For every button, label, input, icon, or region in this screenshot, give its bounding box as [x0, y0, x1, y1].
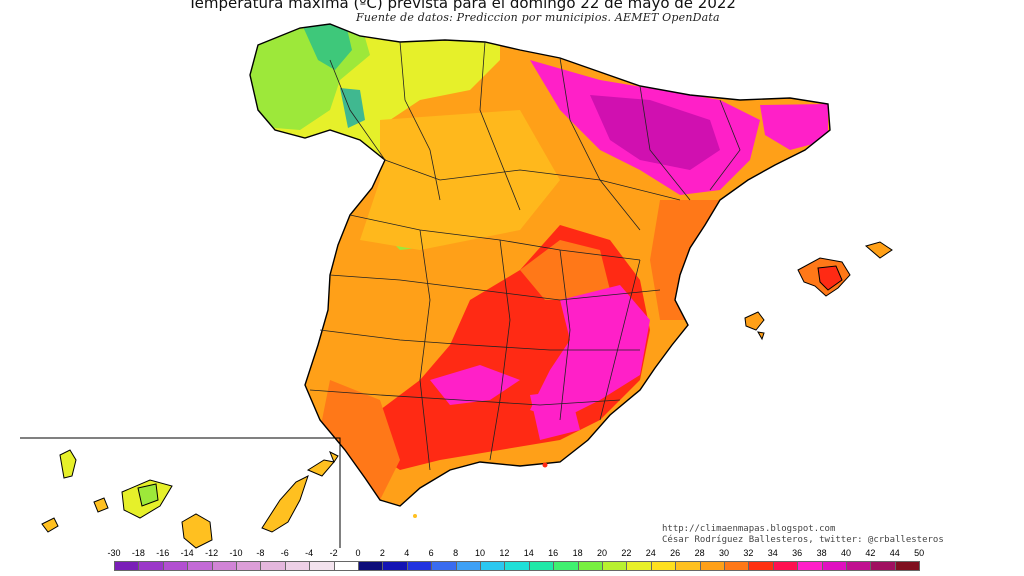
- legend-label: 2: [379, 548, 385, 558]
- legend-label: 8: [453, 548, 459, 558]
- legend-swatch: [138, 561, 164, 571]
- legend-swatch: [114, 561, 140, 571]
- temperature-legend: -30 -18 -16 -14 -12 -10 -8 -6 -4 -2 0 2 4 6 8 10 12 14 16 1…: [104, 548, 924, 576]
- legend-swatch: [748, 561, 774, 571]
- legend-label: 16: [548, 548, 559, 558]
- legend-swatch: [699, 561, 725, 571]
- legend-label: 42: [865, 548, 876, 558]
- legend-label: -8: [256, 548, 265, 558]
- legend-swatch: [236, 561, 262, 571]
- legend-swatch: [284, 561, 311, 571]
- legend-swatch: [455, 561, 481, 571]
- credits: http://climaenmapas.blogspot.com César R…: [662, 524, 944, 546]
- credits-author: César Rodríguez Ballesteros, twitter: @c…: [662, 535, 944, 545]
- legend-label: 14: [523, 548, 534, 558]
- legend-swatch: [382, 561, 408, 571]
- legend-label: -10: [229, 548, 243, 558]
- legend-swatch: [504, 561, 530, 571]
- canary-islands: [41, 449, 339, 549]
- legend-label: -6: [280, 548, 289, 558]
- legend-swatch: [797, 561, 823, 571]
- legend-swatch: [577, 561, 603, 571]
- legend-swatch: [211, 561, 237, 571]
- legend-label: -12: [205, 548, 219, 558]
- map-title: Temperatura máxima (ºC) prevista para el…: [188, 0, 736, 12]
- legend-label: -16: [156, 548, 170, 558]
- legend-label: 4: [404, 548, 410, 558]
- balearic-islands: [744, 241, 893, 341]
- legend-label: -30: [107, 548, 121, 558]
- legend-swatch: [309, 561, 335, 571]
- legend-label: 34: [767, 548, 778, 558]
- legend-swatch: [406, 561, 433, 571]
- alboran-dot: [542, 462, 548, 468]
- legend-swatch: [480, 561, 506, 571]
- legend-label: -14: [180, 548, 194, 558]
- legend-label: 6: [428, 548, 434, 558]
- legend-swatch: [187, 561, 213, 571]
- legend-swatch: [724, 561, 750, 571]
- map-subtitle: Fuente de datos: Prediccion por municipi…: [356, 11, 720, 24]
- legend-swatch: [846, 561, 872, 571]
- legend-label: 22: [621, 548, 632, 558]
- legend-label: -4: [305, 548, 314, 558]
- legend-label: 24: [645, 548, 656, 558]
- credits-url: http://climaenmapas.blogspot.com: [662, 524, 836, 534]
- legend-swatch: [626, 561, 652, 571]
- legend-label: 44: [889, 548, 900, 558]
- legend-label: 36: [792, 548, 803, 558]
- legend-label: 0: [355, 548, 361, 558]
- legend-label: 30: [718, 548, 730, 558]
- legend-label: 38: [816, 548, 827, 558]
- legend-swatch: [162, 561, 189, 571]
- legend-label: 12: [499, 548, 510, 558]
- legend-swatch: [553, 561, 579, 571]
- legend-swatch: [431, 561, 457, 571]
- legend-swatch: [821, 561, 847, 571]
- canary-inset-frame: [20, 437, 341, 548]
- legend-swatch: [650, 561, 677, 571]
- legend-label: 18: [572, 548, 583, 558]
- legend-swatch: [675, 561, 701, 571]
- legend-swatch: [528, 561, 555, 571]
- legend-swatch: [333, 561, 359, 571]
- legend-swatch: [602, 561, 628, 571]
- legend-swatch: [772, 561, 799, 571]
- legend-swatch: [358, 561, 384, 571]
- legend-label: 28: [694, 548, 705, 558]
- legend-label: -18: [131, 548, 145, 558]
- legend-swatch: [870, 561, 896, 571]
- legend-label: 10: [474, 548, 486, 558]
- legend-label: 32: [743, 548, 754, 558]
- peninsula-temperature-field: [250, 24, 830, 506]
- legend-label: 40: [840, 548, 852, 558]
- legend-swatch: [894, 561, 921, 571]
- ceuta-dot: [413, 514, 417, 518]
- legend-label: -2: [329, 548, 338, 558]
- legend-label: 50: [914, 548, 925, 558]
- legend-label: 26: [670, 548, 681, 558]
- legend-swatch: [260, 561, 286, 571]
- legend-label: 20: [596, 548, 608, 558]
- province-boundaries: [309, 41, 741, 471]
